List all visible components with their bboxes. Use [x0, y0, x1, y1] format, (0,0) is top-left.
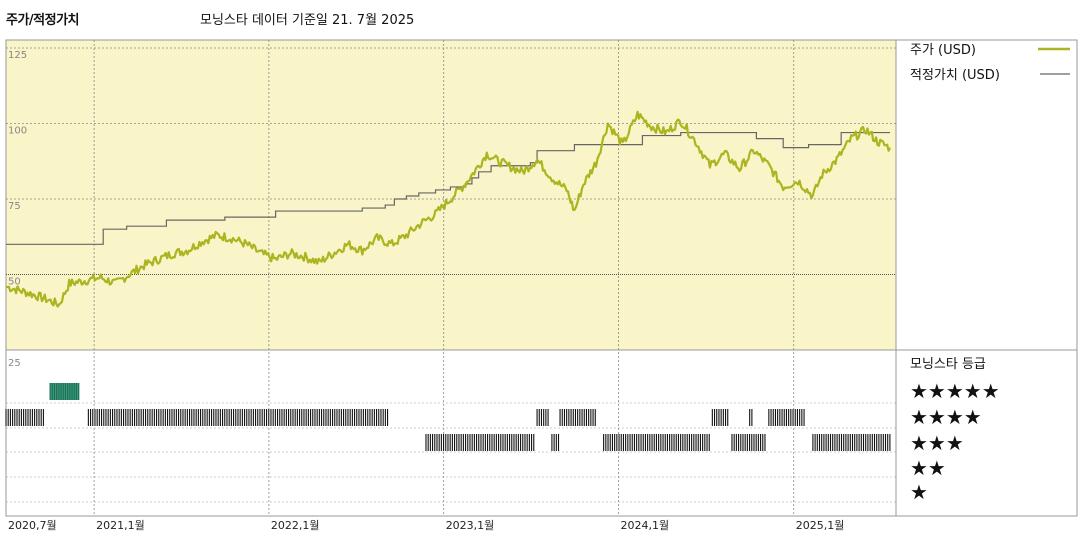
rating-segment-4-star [768, 409, 806, 426]
price-line [5, 110, 891, 308]
y-tick-label: 125 [8, 50, 27, 61]
rating-segment-4-star [5, 409, 45, 426]
legend: 주가 (USD) 적정가치 (USD) [910, 43, 1070, 83]
rating-segment-3-star [812, 434, 891, 451]
rating-segment-4-star [87, 409, 390, 426]
rating-bars [5, 383, 891, 451]
rating-panel [5, 349, 897, 517]
rating-segment-3-star [425, 434, 535, 451]
rating-segment-5-star [49, 383, 80, 400]
rating-segment-bg [88, 409, 390, 426]
rating-segment-3-star [603, 434, 710, 451]
rating-row-3-stars: ★★★ [910, 431, 964, 455]
rating-row-4-stars: ★★★★ [910, 405, 982, 429]
rating-segment-4-star [559, 409, 596, 426]
x-tick-label: 2024,1월 [620, 519, 669, 532]
x-tick-label: 2020,7월 [8, 519, 57, 532]
rating-segment-bg [749, 409, 753, 426]
y-axis-ticks: 125 100 75 50 [8, 50, 27, 288]
x-tick-label: 2021,1월 [96, 519, 145, 532]
y-tick-label: 50 [8, 277, 21, 288]
rating-segment-4-star [711, 409, 730, 426]
legend-price-label: 주가 (USD) [910, 43, 976, 58]
rating-row-1-star: ★ [910, 480, 928, 504]
rating-row-2-stars: ★★ [910, 456, 946, 480]
price-series [5, 110, 891, 308]
x-tick-label: 2025,1월 [796, 519, 845, 532]
y-tick-label: 75 [8, 201, 21, 212]
rating-legend-panel [895, 349, 1078, 517]
rating-legend: 모닝스타 등급 ★★★★★ ★★★★ ★★★ ★★ ★ [910, 357, 1000, 504]
y-tick-label: 100 [8, 126, 27, 137]
rating-segment-3-star [551, 434, 560, 451]
legend-fairvalue-label: 적정가치 (USD) [910, 68, 1000, 83]
chart-title: 주가/적정가치 [6, 13, 80, 28]
rating-segment-3-star [731, 434, 767, 451]
x-tick-label: 2022,1월 [271, 519, 320, 532]
rating-title: 모닝스타 등급 [910, 357, 986, 372]
rating-segment-bg [551, 434, 560, 451]
x-axis-ticks: 2020,7월 2021,1월 2022,1월 2023,1월 2024,1월 2025,… [8, 519, 844, 532]
rating-segment-4-star [749, 409, 753, 426]
rating-axis-label: 25 [8, 358, 21, 369]
x-tick-label: 2023,1월 [446, 519, 495, 532]
rating-segment-4-star [536, 409, 550, 426]
price-panel-background [5, 39, 897, 351]
rating-row-5-stars: ★★★★★ [910, 379, 1000, 403]
legend-panel [895, 39, 1078, 351]
chart-subtitle: 모닝스타 데이터 기준일 21. 7월 2025 [200, 13, 415, 28]
